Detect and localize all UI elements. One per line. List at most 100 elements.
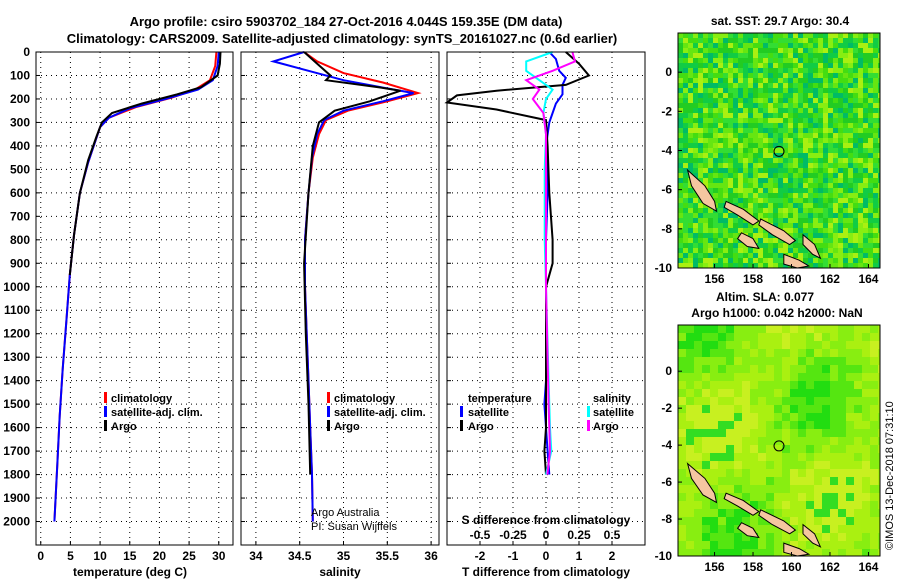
map-cell	[862, 373, 870, 381]
map-cell	[783, 148, 788, 153]
map-cell	[683, 218, 688, 223]
map-cell	[782, 469, 790, 477]
figure-title-line2: Climatology: CARS2009. Satellite-adjuste…	[67, 31, 618, 46]
map-cell	[828, 88, 833, 93]
map-cell	[708, 128, 713, 133]
map-cell	[790, 333, 798, 341]
map-cell	[683, 148, 688, 153]
map-cell	[683, 243, 688, 248]
y-tick-label: 1800	[3, 468, 30, 482]
map-cell	[853, 53, 858, 58]
map-cell	[678, 485, 686, 493]
map-cell	[833, 138, 838, 143]
map-cell	[742, 413, 750, 421]
map-cell	[753, 43, 758, 48]
map-cell	[853, 233, 858, 238]
map-cell	[838, 218, 843, 223]
map-cell	[788, 68, 793, 73]
map-cell	[838, 193, 843, 198]
map-cell	[863, 63, 868, 68]
map-cell	[713, 33, 718, 38]
map-cell	[743, 108, 748, 113]
map-cell	[773, 113, 778, 118]
map-cell	[766, 373, 774, 381]
map-cell	[738, 178, 743, 183]
map-cell	[774, 501, 782, 509]
map-cell	[683, 253, 688, 258]
map-cell	[718, 38, 723, 43]
map-cell	[798, 349, 806, 357]
map-cell	[854, 373, 862, 381]
map-cell	[748, 188, 753, 193]
map-cell	[838, 325, 846, 333]
map-cell	[823, 98, 828, 103]
map-cell	[788, 203, 793, 208]
map-cell	[768, 258, 773, 263]
map-cell	[728, 198, 733, 203]
map-cell	[808, 153, 813, 158]
map-cell	[828, 38, 833, 43]
map-cell	[748, 178, 753, 183]
map-cell	[848, 188, 853, 193]
map-cell	[773, 263, 778, 268]
map-cell	[708, 153, 713, 158]
map-cell	[738, 183, 743, 188]
map-cell	[693, 103, 698, 108]
map-cell	[733, 198, 738, 203]
map-cell	[828, 173, 833, 178]
map-cell	[763, 153, 768, 158]
map-cell	[694, 429, 702, 437]
map-cell	[822, 541, 830, 549]
map-cell	[828, 263, 833, 268]
map-cell	[686, 333, 694, 341]
map-cell	[743, 123, 748, 128]
map-cell	[793, 163, 798, 168]
credit-argo-australia: Argo Australia	[311, 507, 380, 519]
map-cell	[686, 533, 694, 541]
map-cell	[790, 469, 798, 477]
map-cell	[750, 549, 758, 556]
map-cell	[678, 373, 686, 381]
map-cell	[703, 98, 708, 103]
map-cell	[713, 113, 718, 118]
map-cell	[853, 238, 858, 243]
map-cell	[758, 233, 763, 238]
map-cell	[708, 238, 713, 243]
map-cell	[723, 168, 728, 173]
map-cell	[833, 173, 838, 178]
map-cell	[750, 461, 758, 469]
map-cell	[742, 405, 750, 413]
map-cell	[870, 397, 878, 405]
map-cell	[694, 437, 702, 445]
map-cell	[818, 258, 823, 263]
map-cell	[878, 153, 880, 158]
map-cell	[793, 198, 798, 203]
map-cell	[843, 143, 848, 148]
map-cell	[728, 78, 733, 83]
map-cell	[694, 533, 702, 541]
map-cell	[878, 103, 880, 108]
map-cell	[773, 108, 778, 113]
map-cell	[843, 73, 848, 78]
map-cell	[773, 48, 778, 53]
map-cell	[763, 78, 768, 83]
map-cell	[728, 253, 733, 258]
map-cell	[688, 133, 693, 138]
map-cell	[853, 143, 858, 148]
map-cell	[788, 168, 793, 173]
map-cell	[694, 405, 702, 413]
map-cell	[774, 429, 782, 437]
map-cell	[723, 123, 728, 128]
map-cell	[726, 485, 734, 493]
map-cell	[814, 485, 822, 493]
map-cell	[743, 58, 748, 63]
map-cell	[702, 405, 710, 413]
map-cell	[843, 38, 848, 43]
x-tick-label: 1	[576, 549, 583, 563]
map-cell	[863, 223, 868, 228]
map-cell	[798, 381, 806, 389]
map-cell	[863, 103, 868, 108]
map-cell	[838, 233, 843, 238]
map-cell	[728, 128, 733, 133]
map-cell	[798, 325, 806, 333]
